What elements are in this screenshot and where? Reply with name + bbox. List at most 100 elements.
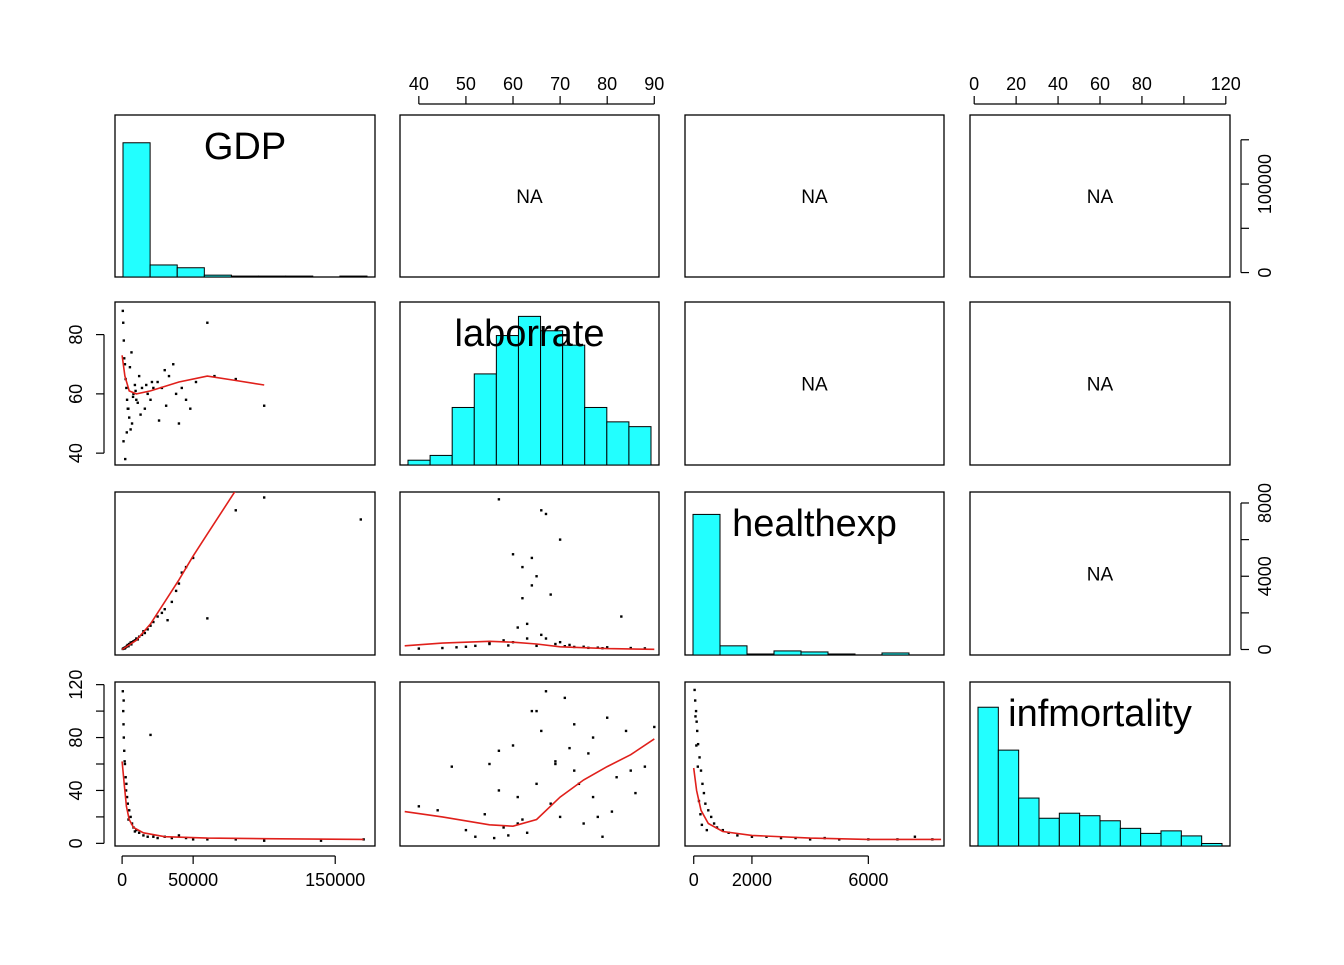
data-point <box>180 571 183 574</box>
data-point <box>507 644 510 647</box>
data-point <box>615 776 618 779</box>
data-point <box>712 822 716 825</box>
data-point <box>544 690 548 693</box>
data-point <box>152 835 155 838</box>
data-point <box>125 431 128 434</box>
histogram-bar-laborrate-8 <box>584 406 608 466</box>
data-point <box>563 696 567 700</box>
data-point <box>554 762 557 766</box>
histogram-bar-laborrate-9 <box>606 421 630 466</box>
data-point <box>525 831 529 834</box>
y-axis-healthexp-right-tick-label: 8000 <box>1255 483 1275 523</box>
data-point <box>736 834 739 837</box>
data-point <box>122 709 125 713</box>
panel-frame-1-3 <box>969 301 1231 466</box>
data-point <box>702 791 706 795</box>
x-axis-infmortality-top-tick-label: 80 <box>1132 74 1152 94</box>
data-point <box>591 795 595 799</box>
data-point <box>152 386 155 390</box>
data-point <box>135 637 138 640</box>
data-point <box>573 723 576 726</box>
data-point <box>121 309 125 313</box>
data-point <box>136 401 139 404</box>
data-point <box>511 744 515 747</box>
data-point <box>156 615 159 618</box>
histogram-bar-laborrate-2 <box>451 406 475 466</box>
data-point <box>488 762 491 766</box>
data-point <box>530 584 534 587</box>
smooth-line-healthexp-vs-GDP <box>121 492 236 651</box>
data-point <box>511 553 515 556</box>
data-point <box>156 836 159 840</box>
data-point <box>206 617 209 620</box>
data-point <box>191 556 195 560</box>
data-point <box>124 457 127 461</box>
data-point <box>601 835 604 838</box>
data-point <box>180 386 183 390</box>
data-point <box>653 725 656 729</box>
data-point <box>699 813 702 816</box>
data-point <box>464 645 468 648</box>
histogram-bar-GDP-8 <box>339 275 368 278</box>
na-label-1-3: NA <box>1087 375 1114 396</box>
data-point <box>525 622 529 626</box>
histogram-bar-healthexp-4 <box>800 651 829 656</box>
histogram-infmortality <box>977 706 1223 847</box>
data-point <box>540 729 543 733</box>
data-point <box>122 723 125 726</box>
data-point <box>160 611 164 615</box>
panel-frame-2-3 <box>969 491 1231 656</box>
data-point <box>135 398 138 401</box>
data-point <box>591 736 595 739</box>
data-point <box>123 357 126 360</box>
panel-frame-1-0 <box>114 301 376 466</box>
data-point <box>130 422 134 425</box>
data-point <box>582 645 585 648</box>
data-point <box>808 838 812 841</box>
na-label-0-1: NA <box>516 187 543 208</box>
data-point <box>554 760 557 763</box>
data-point <box>704 802 707 805</box>
data-point <box>535 782 538 786</box>
histogram-bar-laborrate-3 <box>473 373 497 466</box>
histogram-bar-laborrate-10 <box>628 426 652 466</box>
data-point <box>568 643 571 647</box>
scatter-panel-infmortality-vs-healthexp <box>692 688 942 841</box>
data-point <box>174 392 178 396</box>
data-point <box>213 374 216 378</box>
data-point <box>131 395 135 399</box>
x-axis-laborrate-top-tick-label: 60 <box>503 74 523 94</box>
y-axis-laborrate-left-tick-label: 60 <box>66 384 86 404</box>
data-point <box>750 835 754 838</box>
y-axis-infmortality-left-tick-label: 80 <box>66 728 86 748</box>
data-point <box>362 838 365 841</box>
histogram-bar-healthexp-0 <box>692 513 721 656</box>
data-point <box>549 802 552 805</box>
y-axis-GDP-right-tick-label: 0 <box>1255 268 1275 278</box>
data-point <box>558 538 562 541</box>
na-label-0-3: NA <box>1087 187 1114 208</box>
data-point <box>502 826 505 829</box>
data-point <box>558 815 562 819</box>
data-point <box>194 380 198 384</box>
data-point <box>540 509 543 512</box>
y-axis-laborrate-left-tick-label: 40 <box>66 443 86 463</box>
data-point <box>417 805 421 808</box>
data-point <box>521 818 524 821</box>
variable-label-GDP: GDP <box>204 126 286 168</box>
x-axis-infmortality-top-tick-label: 20 <box>1006 74 1026 94</box>
x-axis-infmortality-top-tick-label: 0 <box>969 74 979 94</box>
x-axis-GDP-tick-label: 50000 <box>168 870 218 890</box>
panel-frame-0-2 <box>684 114 945 278</box>
x-axis-healthexp-tick-label: 6000 <box>848 870 888 890</box>
data-point <box>568 746 571 750</box>
data-point <box>122 736 126 739</box>
data-point <box>123 762 127 766</box>
data-point <box>184 398 188 401</box>
x-axis-healthexp-tick-label: 0 <box>689 870 699 890</box>
histogram-bar-infmortality-5 <box>1079 815 1101 847</box>
data-point <box>497 498 501 501</box>
histogram-bar-infmortality-7 <box>1119 827 1142 847</box>
data-point <box>516 795 519 799</box>
data-point <box>189 407 192 410</box>
